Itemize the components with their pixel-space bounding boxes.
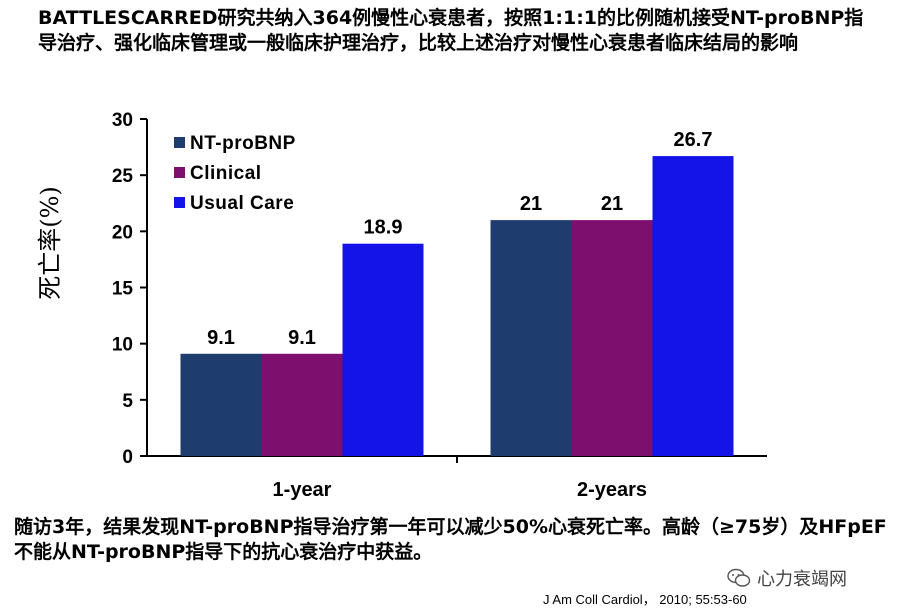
legend-swatch: [174, 197, 185, 208]
y-tick-label: 5: [122, 391, 133, 412]
y-tick-label: 10: [112, 335, 133, 356]
footer-text: 随访3年，结果发现NT-proBNP指导治疗第一年可以减少50%心衰死亡率。高龄…: [14, 516, 887, 563]
bar: [342, 243, 424, 456]
x-tick-label: 1-year: [273, 479, 332, 501]
wechat-icon: [727, 568, 751, 587]
legend-entry: Usual Care: [190, 193, 294, 214]
bar-data-label: 26.7: [674, 129, 713, 151]
bar-data-label: 21: [520, 193, 542, 215]
legend-entry: NT-proBNP: [190, 133, 296, 154]
y-tick-label: 30: [112, 110, 133, 131]
y-tick-label: 20: [112, 222, 133, 243]
bar-data-label: 18.9: [364, 217, 403, 239]
legend-swatch: [174, 137, 185, 148]
y-tick-label: 25: [112, 166, 134, 187]
bar: [261, 353, 343, 456]
citation: J Am Coll Cardiol， 2010; 55:53-60: [543, 592, 747, 607]
bar: [571, 220, 653, 456]
bar: [490, 220, 572, 456]
bar-data-label: 9.1: [207, 327, 235, 349]
watermark-text: 心力衰竭网: [757, 569, 847, 590]
bar-data-label: 21: [601, 193, 623, 215]
y-axis-label: 死亡率(%): [36, 186, 64, 300]
y-tick-label: 0: [122, 447, 133, 468]
header-text: BATTLESCARRED研究共纳入364例慢性心衰患者，按照1:1:1的比例随…: [38, 7, 864, 54]
bar: [180, 353, 262, 456]
legend-entry: Clinical: [190, 163, 262, 184]
watermark: 心力衰竭网: [727, 565, 847, 591]
bar-data-label: 9.1: [288, 327, 316, 349]
bar: [652, 156, 734, 456]
legend-swatch: [174, 167, 185, 178]
y-tick-label: 15: [112, 279, 134, 300]
x-tick-label: 2-years: [577, 479, 647, 501]
